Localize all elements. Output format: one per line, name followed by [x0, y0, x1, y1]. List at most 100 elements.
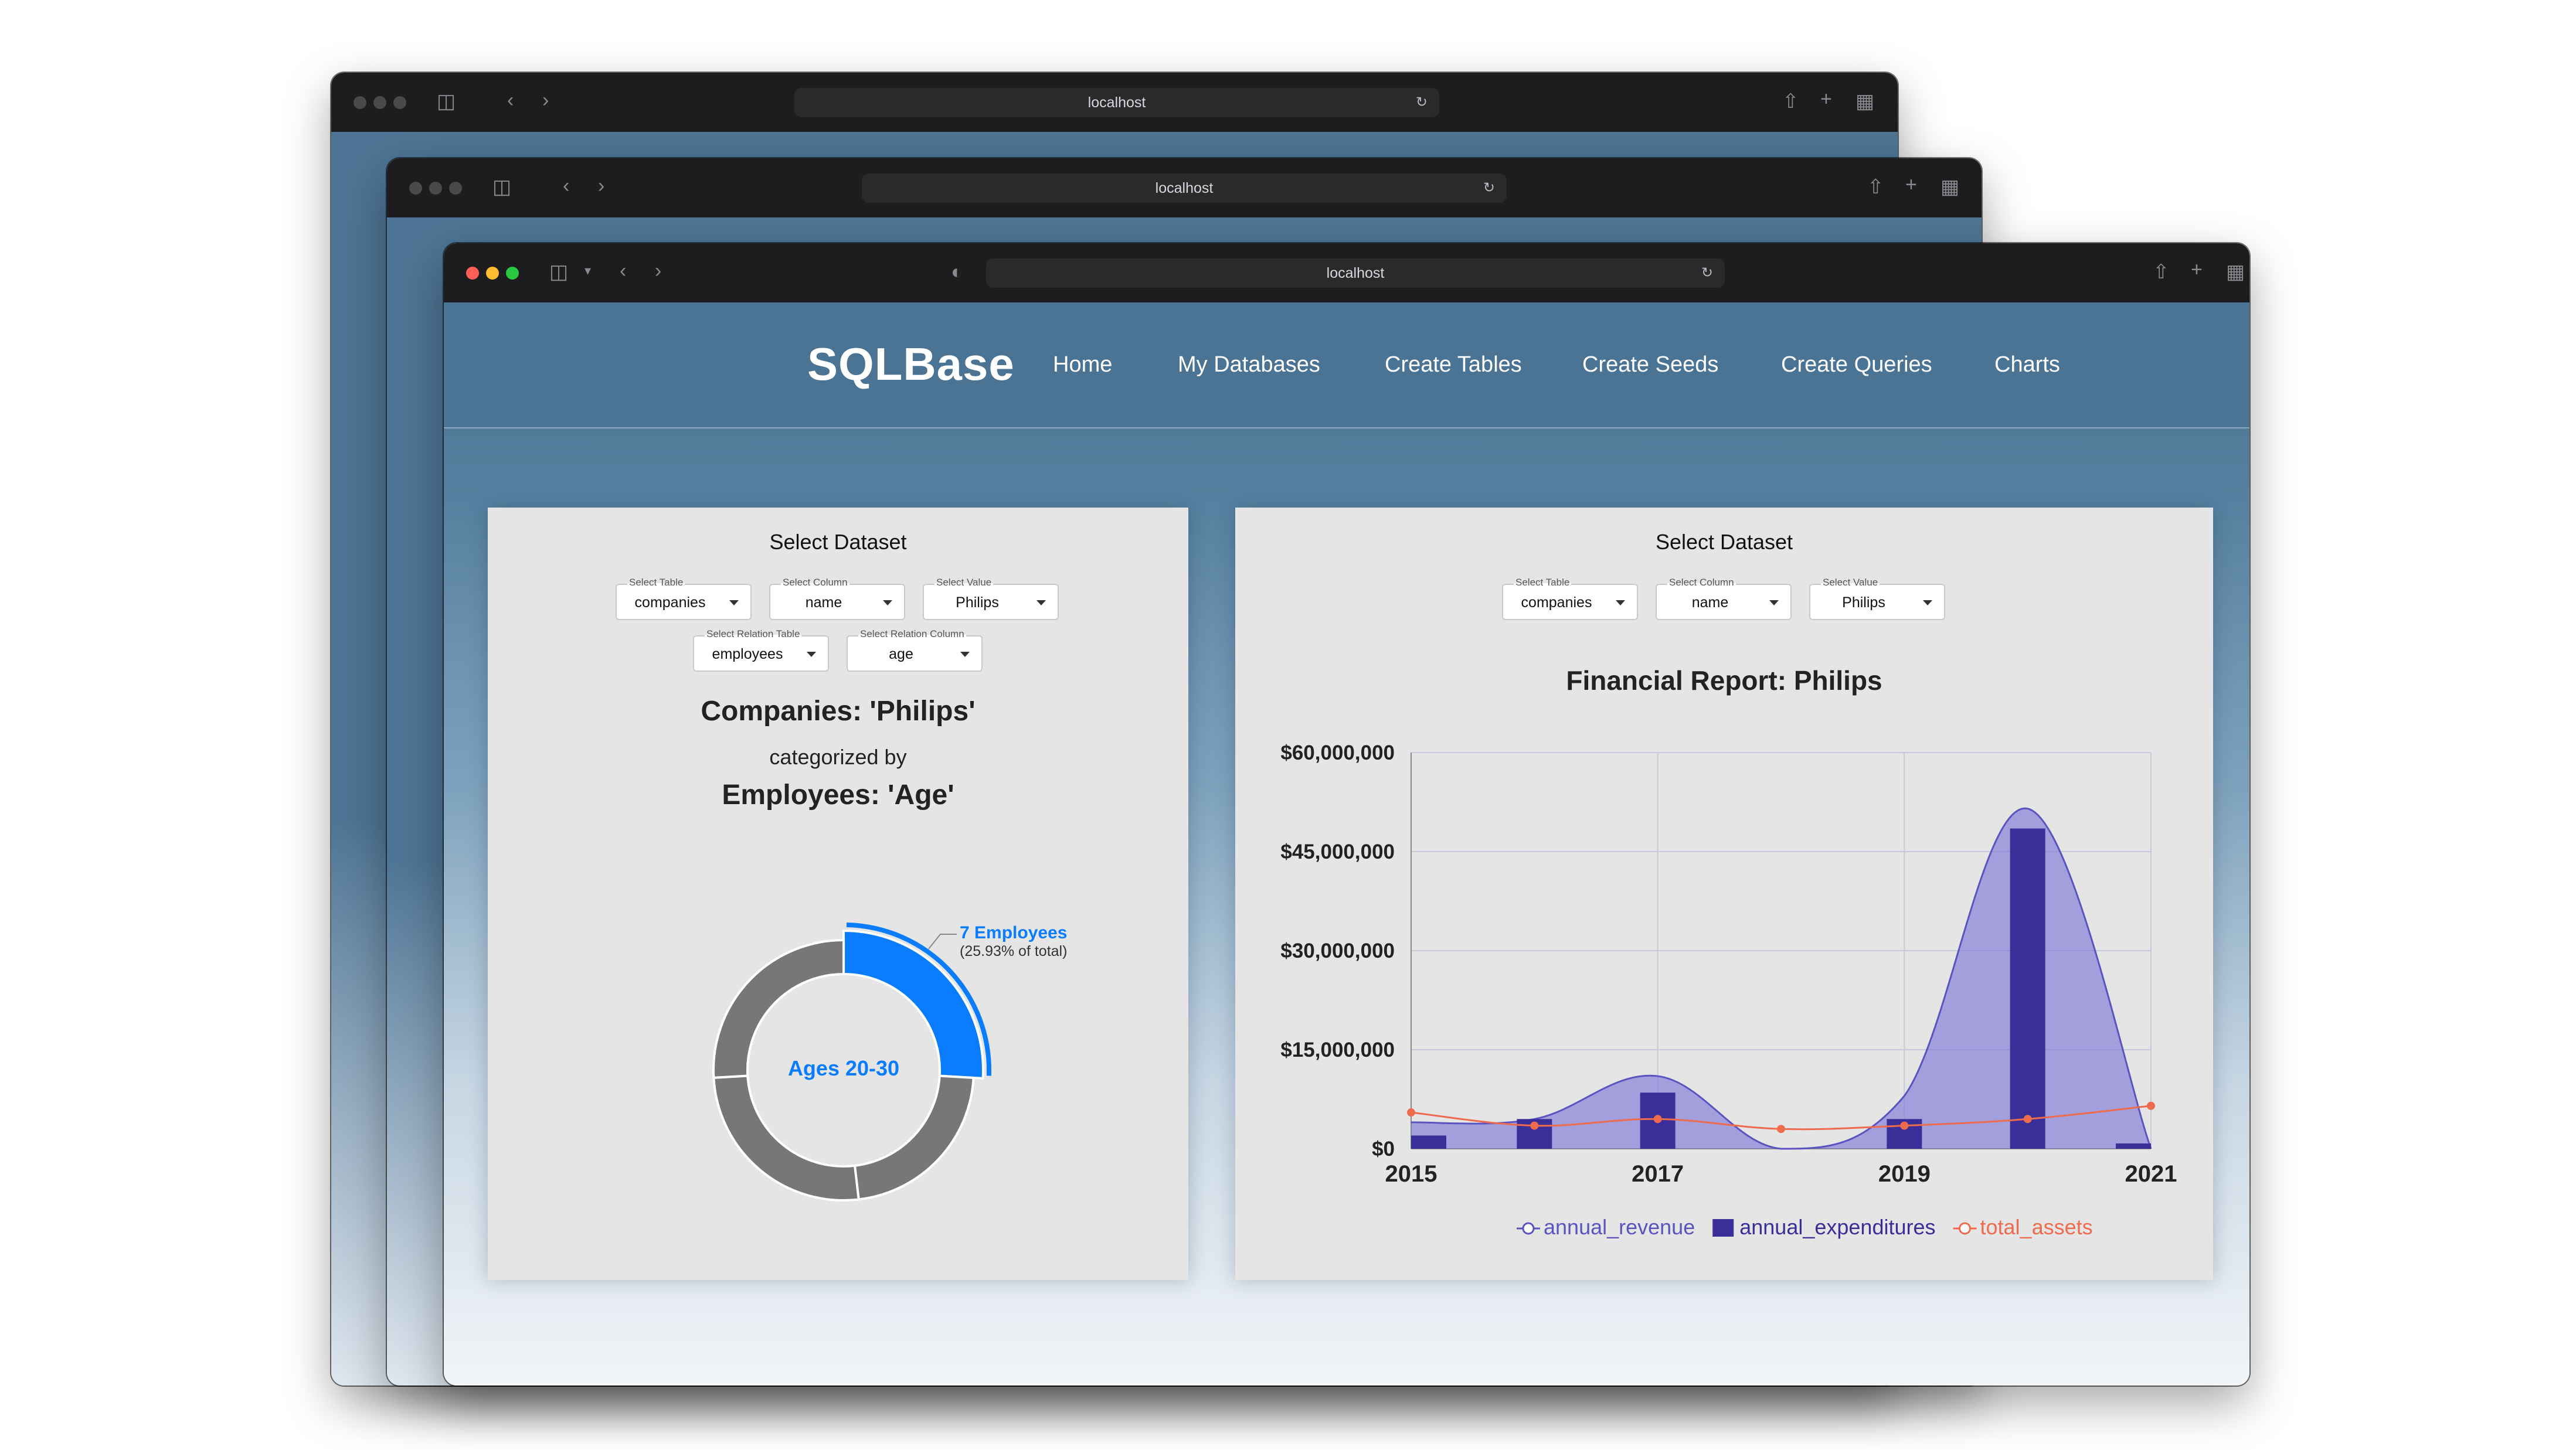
assets-point[interactable] — [1777, 1125, 1785, 1134]
zoom-window-button[interactable] — [393, 96, 406, 109]
chart-heading-connector: categorized by — [769, 745, 907, 769]
select-value-dropdown[interactable]: Select Value Philips — [923, 577, 1059, 620]
nav-create-tables[interactable]: Create Tables — [1385, 352, 1522, 377]
address-bar[interactable]: localhost ↻ — [862, 173, 1507, 203]
title-bar: ◫ ‹ › localhost ↻ ⇧ + ▦ — [387, 158, 1982, 217]
caret-down-icon — [1036, 600, 1046, 605]
nav-my-databases[interactable]: My Databases — [1178, 352, 1320, 377]
y-tick-label: $45,000,000 — [1280, 840, 1395, 863]
close-window-button[interactable] — [466, 267, 479, 280]
caret-down-icon — [1923, 600, 1932, 605]
minimize-window-button[interactable] — [429, 182, 442, 195]
assets-point[interactable] — [2147, 1101, 2155, 1110]
donut-chart: 7 Employees (25.93% of total) Ages 20-30 — [712, 923, 1067, 1201]
page-content: SQLBase Home My Databases Create Tables … — [444, 302, 2249, 1386]
nav-create-queries[interactable]: Create Queries — [1781, 352, 1932, 377]
select-value-dropdown[interactable]: Select Value Philips — [1809, 577, 1945, 620]
tab-overview-icon[interactable]: ▦ — [1941, 176, 1960, 198]
nav-create-seeds[interactable]: Create Seeds — [1582, 352, 1719, 377]
donut-slice-highlight[interactable] — [842, 929, 984, 1080]
new-tab-icon[interactable]: + — [2191, 258, 2203, 281]
legend-item[interactable]: annual_revenue — [1517, 1215, 1695, 1239]
select-table-dropdown[interactable]: Select Table companies — [1502, 577, 1638, 620]
zoom-window-button[interactable] — [449, 182, 462, 195]
donut-callout-count: 7 Employees — [960, 923, 1067, 942]
financial-chart-card: Select Dataset Select Table companies Se… — [1235, 508, 2213, 1280]
assets-point[interactable] — [1900, 1121, 1909, 1130]
back-arrow-icon[interactable]: ‹ — [620, 260, 627, 282]
share-icon[interactable]: ⇧ — [2153, 261, 2170, 283]
forward-arrow-icon[interactable]: › — [542, 89, 549, 111]
revenue-line — [1411, 808, 2152, 1150]
forward-arrow-icon[interactable]: › — [598, 175, 605, 197]
caret-down-icon — [1769, 600, 1779, 605]
zoom-window-button[interactable] — [506, 267, 519, 280]
privacy-shield-icon[interactable]: ◐ — [951, 261, 963, 283]
expenditure-bar[interactable] — [2116, 1143, 2151, 1149]
donut-callout-percent: (25.93% of total) — [960, 943, 1067, 959]
caret-down-icon — [807, 652, 816, 657]
legend-label: annual_revenue — [1544, 1215, 1695, 1239]
tab-overview-icon[interactable]: ▦ — [1855, 90, 1875, 113]
minimize-window-button[interactable] — [486, 267, 499, 280]
x-tick-label: 2019 — [1878, 1161, 1931, 1187]
donut-slice[interactable] — [712, 938, 845, 1079]
new-tab-icon[interactable]: + — [1905, 173, 1917, 196]
reload-icon[interactable]: ↻ — [1701, 265, 1713, 281]
select-value: name — [805, 594, 842, 611]
select-value: Philips — [956, 594, 999, 611]
sidebar-icon[interactable]: ◫ — [437, 90, 456, 113]
pie-chart-card: Select Dataset Select Table companies Se… — [488, 508, 1188, 1280]
chevron-down-icon[interactable]: ▾ — [584, 263, 592, 278]
donut-slice[interactable] — [853, 1074, 975, 1201]
legend-label: annual_expenditures — [1739, 1215, 1935, 1239]
nav-home[interactable]: Home — [1053, 352, 1113, 377]
select-relation-table-dropdown[interactable]: Select Relation Table employees — [693, 628, 829, 672]
share-icon[interactable]: ⇧ — [1782, 90, 1799, 113]
select-column-dropdown[interactable]: Select Column name — [1656, 577, 1792, 620]
tab-overview-icon[interactable]: ▦ — [2226, 261, 2245, 283]
caret-down-icon — [960, 652, 970, 657]
select-table-dropdown[interactable]: Select Table companies — [616, 577, 752, 620]
financial-chart: $0 $15,000,000 $30,000,000 $45,000,000 $60,0… — [1280, 741, 2177, 1239]
select-label: Select Table — [627, 577, 685, 588]
sidebar-icon[interactable]: ◫ — [492, 176, 512, 198]
sidebar-icon[interactable]: ◫ — [549, 261, 569, 283]
x-tick-label: 2015 — [1385, 1161, 1437, 1187]
reload-icon[interactable]: ↻ — [1483, 180, 1495, 196]
legend-item[interactable]: total_assets — [1953, 1215, 2093, 1239]
minimize-window-button[interactable] — [373, 96, 386, 109]
share-icon[interactable]: ⇧ — [1867, 176, 1884, 198]
revenue-area[interactable] — [1411, 808, 2151, 1149]
card-title: Select Dataset — [1655, 530, 1793, 554]
expenditure-bar[interactable] — [2010, 828, 2045, 1149]
reload-icon[interactable]: ↻ — [1415, 94, 1428, 110]
expenditure-bar[interactable] — [1411, 1135, 1446, 1149]
close-window-button[interactable] — [354, 96, 366, 109]
close-window-button[interactable] — [409, 182, 422, 195]
address-bar[interactable]: localhost ↻ — [986, 258, 1725, 288]
assets-point[interactable] — [1530, 1121, 1539, 1130]
new-tab-icon[interactable]: + — [1820, 88, 1832, 110]
assets-point[interactable] — [2023, 1115, 2032, 1124]
select-value: companies — [1521, 594, 1592, 611]
nav-charts[interactable]: Charts — [1994, 352, 2060, 377]
donut-center-label: Ages 20-30 — [788, 1056, 899, 1080]
navbar: SQLBase Home My Databases Create Tables … — [444, 302, 2249, 428]
legend-item[interactable]: annual_expenditures — [1712, 1215, 1936, 1239]
brand-logo[interactable]: SQLBase — [807, 338, 1015, 390]
select-label: Select Value — [934, 577, 994, 588]
donut-slice[interactable] — [712, 1074, 860, 1201]
assets-point[interactable] — [1407, 1108, 1415, 1117]
select-column-dropdown[interactable]: Select Column name — [769, 577, 905, 620]
caret-down-icon — [883, 600, 892, 605]
y-tick-label: $0 — [1372, 1138, 1395, 1160]
forward-arrow-icon[interactable]: › — [655, 260, 662, 282]
assets-point[interactable] — [1653, 1115, 1662, 1124]
select-relation-column-dropdown[interactable]: Select Relation Column age — [847, 628, 983, 672]
select-value: age — [889, 646, 913, 662]
address-bar[interactable]: localhost ↻ — [794, 88, 1439, 117]
back-arrow-icon[interactable]: ‹ — [563, 175, 570, 197]
legend-swatch-bar — [1712, 1219, 1734, 1237]
back-arrow-icon[interactable]: ‹ — [507, 89, 514, 111]
